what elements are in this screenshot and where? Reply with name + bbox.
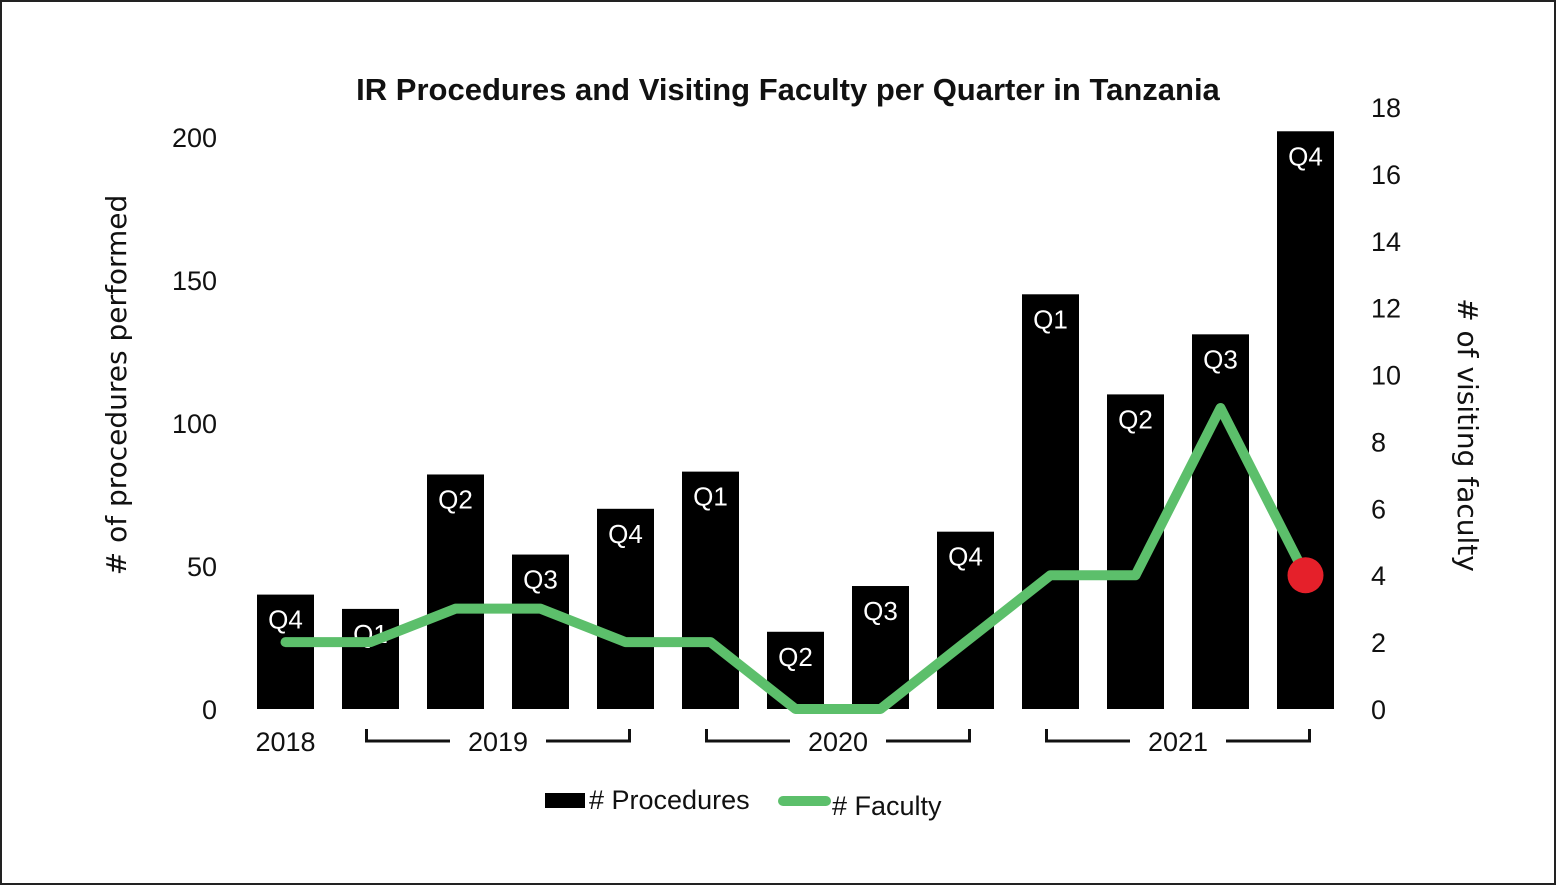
year-bracket <box>1045 729 1311 743</box>
right-tick-label: 6 <box>1371 494 1386 524</box>
left-tick-label: 150 <box>172 266 217 296</box>
left-tick-label: 100 <box>172 409 217 439</box>
legend-faculty-label: # Faculty <box>832 791 942 821</box>
right-tick-label: 10 <box>1371 361 1401 391</box>
procedures-bar <box>342 608 399 709</box>
legend-procedures-swatch <box>545 793 585 808</box>
procedures-bar <box>597 508 654 709</box>
right-tick-label: 8 <box>1371 427 1386 457</box>
bar-quarter-label: Q3 <box>1203 344 1238 374</box>
faculty-line-group <box>280 403 1324 714</box>
year-label: 2018 <box>255 727 315 757</box>
procedures-bar <box>1277 131 1334 709</box>
bar-quarter-label: Q3 <box>863 596 898 626</box>
right-tick-label: 2 <box>1371 628 1386 658</box>
procedures-bar <box>937 531 994 709</box>
right-tick-label: 16 <box>1371 160 1401 190</box>
bar-quarter-label: Q2 <box>1118 404 1153 434</box>
bar-quarter-label: Q1 <box>693 482 728 512</box>
right-tick-label: 0 <box>1371 695 1386 725</box>
procedures-bars <box>257 131 1334 709</box>
year-label: 2021 <box>1148 727 1208 757</box>
bar-quarter-label: Q2 <box>438 484 473 514</box>
left-tick-label: 200 <box>172 123 217 153</box>
left-axis-ticks: 0 50 100 150 200 <box>172 123 217 725</box>
procedures-bar <box>1107 394 1164 709</box>
year-bracket <box>365 729 631 743</box>
right-tick-label: 14 <box>1371 227 1401 257</box>
bar-quarter-label: Q1 <box>1033 304 1068 334</box>
chart-title: IR Procedures and Visiting Faculty per Q… <box>356 72 1220 107</box>
procedures-bar <box>427 474 484 709</box>
left-tick-label: 0 <box>202 695 217 725</box>
year-group-axis: 2018 2019 2020 2021 <box>255 727 1311 757</box>
procedures-bar <box>257 594 314 709</box>
bar-quarter-label: Q4 <box>608 519 643 549</box>
year-bracket <box>705 729 971 743</box>
right-tick-label: 4 <box>1371 561 1386 591</box>
procedures-bar <box>1022 294 1079 709</box>
legend-procedures-label: # Procedures <box>589 785 750 815</box>
year-label: 2019 <box>468 727 528 757</box>
highlight-point <box>1287 557 1324 594</box>
procedures-bar <box>1192 334 1249 709</box>
legend: # Procedures # Faculty <box>545 785 942 821</box>
bar-quarter-label: Q2 <box>778 642 813 672</box>
right-tick-label: 18 <box>1371 93 1401 123</box>
left-axis-label: # of procedures performed <box>100 195 133 576</box>
faculty-line <box>280 403 1311 714</box>
left-tick-label: 50 <box>187 552 217 582</box>
right-axis-label: # of visiting faculty <box>1451 298 1484 572</box>
bar-quarter-label: Q4 <box>268 605 303 635</box>
procedures-bar <box>682 471 739 709</box>
year-label: 2020 <box>808 727 868 757</box>
right-tick-label: 12 <box>1371 294 1401 324</box>
bar-quarter-label: Q4 <box>948 542 983 572</box>
procedures-bar <box>512 554 569 709</box>
bar-quarter-label: Q4 <box>1288 141 1323 171</box>
right-axis-ticks: 0 2 4 6 8 10 12 14 16 18 <box>1371 93 1401 725</box>
bar-quarter-label: Q3 <box>523 565 558 595</box>
